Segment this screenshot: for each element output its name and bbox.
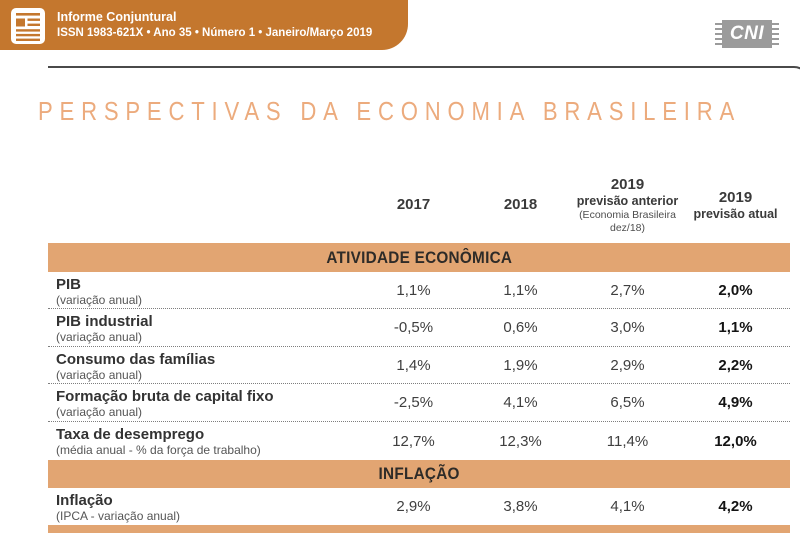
value-2019-current: 4,2% <box>718 497 753 515</box>
row-label-cell: Formação bruta de capital fixo (variação… <box>48 384 360 420</box>
indicator-unit: (variação anual) <box>56 293 143 308</box>
value-2019-current: 12,0% <box>714 432 757 450</box>
indicator-name: PIB <box>56 276 82 293</box>
value-2017: 12,7% <box>392 432 435 450</box>
column-header-2019-current: 2019 previsão atual <box>681 189 790 222</box>
forecast-source-note: (Economia Brasileira dez/18) <box>579 208 676 234</box>
value-2017: -0,5% <box>393 319 434 336</box>
top-rule <box>48 66 800 82</box>
section-title: ATIVIDADE ECONÔMICA <box>326 247 512 267</box>
row-label-cell: Taxa de desemprego (média anual - % da f… <box>48 422 360 458</box>
column-header-2019-previous: 2019 previsão anterior (Economia Brasile… <box>574 176 681 234</box>
column-header-2017: 2017 <box>360 196 467 214</box>
value-2019-current: 2,0% <box>718 281 753 299</box>
value-2018: 12,3% <box>499 432 542 450</box>
section-header-atividade-economica: ATIVIDADE ECONÔMICA <box>48 243 790 272</box>
year-label: 2017 <box>396 196 431 213</box>
year-label: 2019 <box>718 188 753 206</box>
value-2018: 4,1% <box>503 394 538 411</box>
value-2017: 1,4% <box>396 356 431 374</box>
value-2019-current: 2,2% <box>718 356 753 374</box>
cni-logo: CNI <box>715 20 779 48</box>
logo-text: CNI <box>729 23 765 44</box>
indicator-unit: (variação anual) <box>56 330 143 345</box>
year-label: 2018 <box>503 196 538 213</box>
logo-box: CNI <box>722 20 772 48</box>
value-2017: 1,1% <box>396 281 431 299</box>
column-header-2018: 2018 <box>467 196 574 214</box>
indicator-unit: (variação anual) <box>56 368 143 383</box>
value-2019-previous: 4,1% <box>610 497 645 515</box>
value-2019-previous: 6,5% <box>610 394 645 411</box>
value-2018: 3,8% <box>503 497 538 515</box>
indicators-table: ATIVIDADE ECONÔMICA PIB (variação anual)… <box>48 243 790 533</box>
table-row-pib-industrial: PIB industrial (variação anual) -0,5% 0,… <box>48 309 790 347</box>
header-bar: Informe Conjuntural ISSN 1983-621X • Ano… <box>0 0 408 50</box>
header-text-block: Informe Conjuntural ISSN 1983-621X • Ano… <box>57 9 372 42</box>
value-2017: -2,5% <box>393 394 434 411</box>
indicator-unit: (variação anual) <box>56 405 143 420</box>
value-2018: 1,9% <box>503 356 538 374</box>
table-row-inflacao: Inflação (IPCA - variação anual) 2,9% 3,… <box>48 488 790 524</box>
value-2018: 0,6% <box>503 319 538 336</box>
indicator-name: Consumo das famílias <box>56 351 216 368</box>
value-2019-previous: 11,4% <box>606 432 649 450</box>
row-label-cell: Consumo das famílias (variação anual) <box>48 347 360 383</box>
value-2017: 2,9% <box>396 497 431 515</box>
indicator-name: Inflação <box>56 492 113 509</box>
document-icon <box>11 8 45 44</box>
section-title: INFLAÇÃO <box>378 464 460 483</box>
table-row-formacao-bruta-capital-fixo: Formação bruta de capital fixo (variação… <box>48 384 790 422</box>
issn-edition-line: ISSN 1983-621X • Ano 35 • Número 1 • Jan… <box>57 27 373 40</box>
publication-title: Informe Conjuntural <box>57 10 177 24</box>
section-header-inflacao: INFLAÇÃO <box>48 460 790 488</box>
value-2019-current: 1,1% <box>718 319 753 336</box>
value-2019-previous: 2,7% <box>610 281 645 299</box>
page-title: PERSPECTIVAS DA ECONOMIA BRASILEIRA <box>38 96 742 126</box>
indicator-unit: (média anual - % da força de trabalho) <box>56 443 261 458</box>
indicator-name: Taxa de desemprego <box>56 426 205 443</box>
value-2018: 1,1% <box>503 281 538 299</box>
forecast-type-label: previsão anterior <box>576 193 679 208</box>
table-column-headers: 2017 2018 2019 previsão anterior (Econom… <box>48 168 790 242</box>
row-label-cell: Inflação (IPCA - variação anual) <box>48 488 360 524</box>
row-label-cell: PIB (variação anual) <box>48 272 360 308</box>
value-2019-current: 4,9% <box>718 394 753 411</box>
table-row-taxa-desemprego: Taxa de desemprego (média anual - % da f… <box>48 422 790 460</box>
next-section-bar-partial <box>48 525 790 533</box>
year-label: 2019 <box>610 175 645 193</box>
row-label-cell: PIB industrial (variação anual) <box>48 309 360 345</box>
table-row-consumo-familias: Consumo das famílias (variação anual) 1,… <box>48 347 790 384</box>
logo-stripes-right-icon <box>772 23 779 45</box>
value-2019-previous: 3,0% <box>610 319 645 336</box>
indicator-name: Formação bruta de capital fixo <box>56 388 274 405</box>
indicator-name: PIB industrial <box>56 313 153 330</box>
indicator-unit: (IPCA - variação anual) <box>56 509 181 524</box>
logo-stripes-left-icon <box>715 23 722 45</box>
table-row-pib: PIB (variação anual) 1,1% 1,1% 2,7% 2,0% <box>48 272 790 309</box>
value-2019-previous: 2,9% <box>610 356 645 374</box>
forecast-type-label: previsão atual <box>693 206 778 221</box>
